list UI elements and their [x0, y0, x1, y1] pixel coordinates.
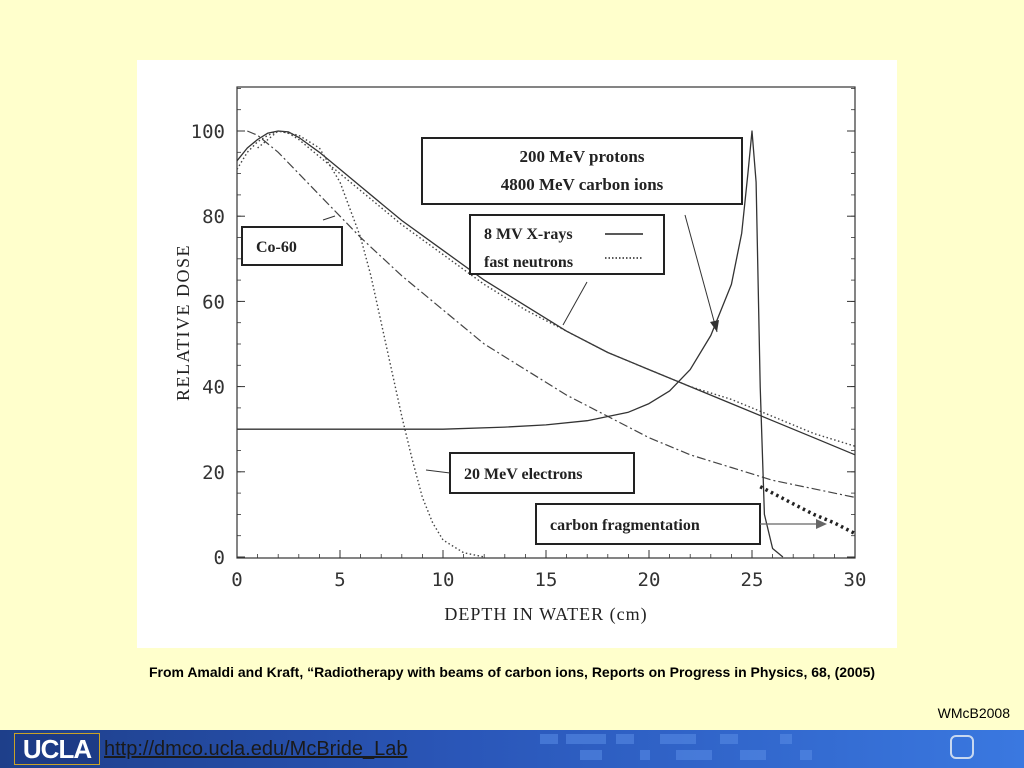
annotation-box: [241, 226, 343, 266]
footer-bar: UCLA http://dmco.ucla.edu/McBride_Lab: [0, 730, 1024, 768]
pointer-arrowhead: [710, 320, 719, 332]
annotation-label: 20 MeV electrons: [464, 466, 582, 483]
footer-decor-tile: [740, 750, 766, 760]
footer-decor-tile: [640, 750, 650, 760]
ucla-logo: UCLA: [14, 733, 100, 765]
annotation-box: [421, 137, 743, 205]
footer-decor-tile: [660, 734, 696, 744]
x-axis-title: DEPTH IN WATER (cm): [444, 604, 647, 625]
annotation-label: 8 MV X-rays: [484, 226, 573, 243]
series-line-4: [237, 130, 784, 558]
dose-depth-chart: 0 5 10 15 20 25 30 0 20 40 60 80 100 DEPTH IN WATER (…: [173, 86, 867, 625]
x-tick-label: 30: [844, 569, 867, 591]
annotation-box: [449, 452, 635, 494]
author-credit: WMcB2008: [937, 705, 1010, 721]
series-line-5: [759, 485, 856, 536]
y-tick-label: 20: [202, 462, 225, 484]
y-tick-label: 60: [202, 291, 225, 313]
footer-decor-tile: [676, 750, 712, 760]
annotation-box: [469, 214, 665, 275]
x-tick-label: 10: [432, 569, 455, 591]
series-line-1: [236, 130, 856, 447]
series-line-2: [247, 130, 856, 498]
y-tick-label: 0: [214, 547, 225, 569]
annotation-box: [535, 503, 761, 545]
nav-square-button[interactable]: [950, 735, 974, 759]
pointer-line: [322, 215, 336, 221]
annotation-label: 4800 MeV carbon ions: [501, 175, 664, 194]
footer-decor-tile: [616, 734, 634, 744]
chart-panel: 0 5 10 15 20 25 30 0 20 40 60 80 100 DEPTH IN WATER (…: [137, 60, 897, 648]
x-tick-label: 15: [535, 569, 558, 591]
x-tick-label: 20: [638, 569, 661, 591]
y-axis-title: RELATIVE DOSE: [173, 244, 193, 401]
x-tick-label: 0: [231, 569, 242, 591]
pointer-line: [425, 469, 451, 474]
footer-decor-tile: [800, 750, 812, 760]
annotation-label: Co-60: [256, 239, 297, 256]
footer-decor-tile: [720, 734, 738, 744]
footer-decor-tile: [566, 734, 606, 744]
x-tick-label: 5: [334, 569, 345, 591]
footer-decor-tile: [540, 734, 558, 744]
figure-caption: From Amaldi and Kraft, “Radiotherapy wit…: [148, 664, 876, 680]
x-tick-label: 25: [741, 569, 764, 591]
pointer-line: [562, 281, 588, 326]
y-tick-label: 100: [191, 121, 225, 143]
annotation-label: carbon fragmentation: [550, 517, 700, 534]
y-tick-label: 40: [202, 377, 225, 399]
footer-decor-tile: [780, 734, 792, 744]
series-line-0: [236, 130, 856, 456]
y-tick-label: 80: [202, 206, 225, 228]
pointer-line: [684, 214, 718, 333]
lab-url-link[interactable]: http://dmco.ucla.edu/McBride_Lab: [104, 738, 408, 760]
annotation-label: fast neutrons: [484, 254, 573, 271]
pointer-arrowhead: [816, 519, 827, 529]
footer-decor-tile: [580, 750, 602, 760]
annotation-label: 200 MeV protons: [520, 147, 645, 166]
